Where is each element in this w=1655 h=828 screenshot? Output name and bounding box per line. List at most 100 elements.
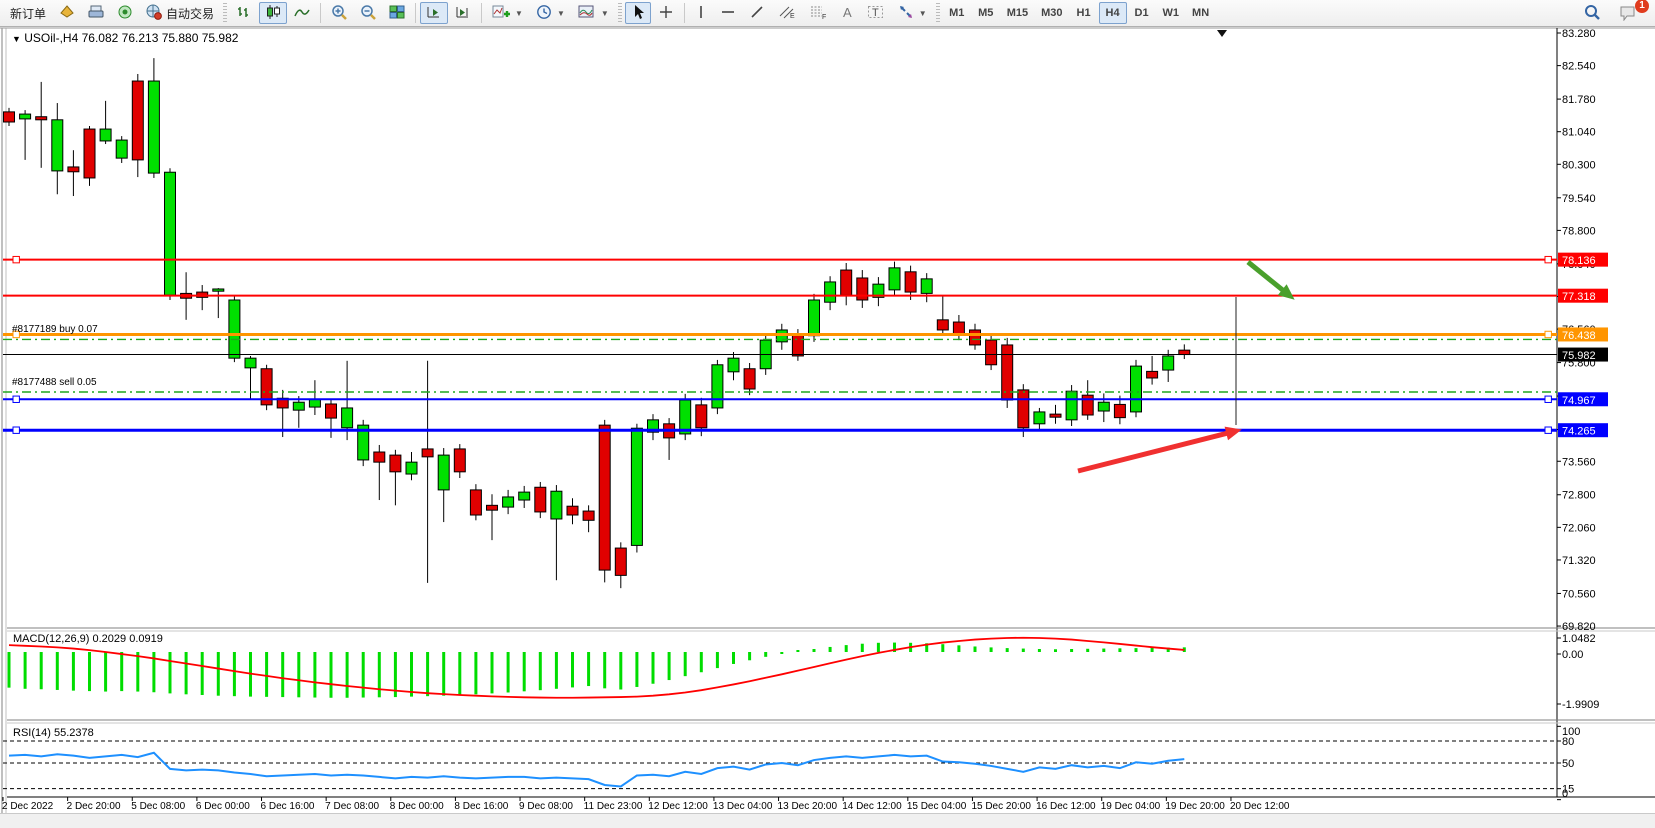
candle-bear — [582, 510, 595, 521]
candle-bear — [952, 321, 965, 335]
line-handle[interactable] — [12, 426, 20, 434]
arrows-tool-button[interactable]: ▼ — [892, 2, 933, 24]
timeframe-button-m1[interactable]: M1 — [949, 7, 965, 19]
candle-bull — [727, 357, 740, 373]
line-chart-icon — [294, 4, 310, 23]
horizontal-line-tool-button[interactable] — [714, 2, 742, 24]
line-handle[interactable] — [12, 255, 20, 264]
bar-chart-button[interactable] — [230, 2, 258, 24]
candle-bull — [1130, 365, 1142, 413]
candle-bear — [325, 403, 337, 419]
timeframe-button-h1[interactable]: H1 — [1076, 7, 1091, 19]
candle-bull — [228, 299, 241, 359]
timeframe-button-mn[interactable]: MN — [1192, 7, 1210, 19]
candle-bear — [791, 334, 804, 357]
red-arrow-head — [1224, 426, 1242, 441]
candle-bear — [486, 504, 498, 511]
zoom-out-button[interactable] — [354, 2, 382, 24]
auto-scroll-button[interactable] — [420, 2, 449, 24]
tile-windows-button[interactable] — [383, 2, 411, 24]
candle-bear — [1178, 349, 1191, 356]
fibonacci-icon: F — [809, 4, 827, 23]
templates-button[interactable]: ▼ — [572, 2, 615, 24]
chart-shift-icon — [455, 4, 471, 23]
chart-shift-marker[interactable] — [1217, 30, 1227, 37]
channel-tool-button[interactable]: E — [772, 2, 802, 24]
print-button[interactable] — [82, 2, 110, 24]
macd-ax-label: -1.9909 — [1562, 699, 1599, 711]
alert-icon — [59, 4, 75, 23]
rsi-value: 55.2378 — [53, 727, 94, 739]
price-line-tag — [1558, 288, 1608, 303]
date-tick-label: 13 Dec 04:00 — [713, 801, 773, 812]
candle-bull — [212, 288, 225, 292]
candle-bear — [35, 116, 48, 121]
radar-button[interactable] — [111, 2, 139, 24]
candle-bear — [969, 329, 981, 346]
new-order-button[interactable]: 新订单 — [4, 2, 52, 24]
candle-chart-button[interactable] — [259, 2, 288, 24]
timeframe-button-m15[interactable]: M15 — [1006, 7, 1029, 19]
dropdown-caret-icon: ▼ — [600, 8, 609, 18]
timeframe-button-h4[interactable]: H4 — [1098, 2, 1127, 24]
price-line-tag-text: 78.136 — [1562, 255, 1596, 267]
rsi-ax-label: 50 — [1562, 758, 1574, 770]
text-label-tool-button[interactable]: T — [861, 2, 891, 24]
line-chart-button[interactable] — [288, 2, 316, 24]
timeframe-button-m30[interactable]: M30 — [1041, 7, 1063, 19]
green-arrow[interactable] — [1246, 260, 1286, 293]
cursor-tool-button[interactable] — [624, 2, 651, 24]
candle-bull — [888, 267, 901, 291]
date-tick-label: 7 Dec 08:00 — [325, 801, 379, 812]
notifications-button[interactable]: 1 — [1613, 0, 1649, 24]
rsi-ax-label: 100 — [1562, 726, 1580, 738]
timeframe-button-m5[interactable]: M5 — [978, 7, 994, 19]
search-button[interactable] — [1577, 2, 1607, 24]
line-handle[interactable] — [1544, 255, 1552, 264]
toolbar-gripper — [223, 3, 228, 23]
position-label-sell[interactable]: #8177488 sell 0.05 — [12, 377, 97, 388]
date-tick-label: 5 Dec 08:00 — [131, 801, 185, 812]
equidistant-channel-icon: E — [778, 4, 796, 23]
auto-trading-button[interactable]: 自动交易 — [140, 2, 220, 24]
crosshair-icon — [658, 4, 674, 23]
line-handle[interactable] — [1544, 395, 1552, 403]
toolbar-separator — [415, 3, 417, 23]
timeframe-button-d1[interactable]: D1 — [1134, 7, 1149, 19]
timeframe-button-w1[interactable]: W1 — [1162, 7, 1180, 19]
fibonacci-tool-button[interactable]: F — [803, 2, 833, 24]
line-handle[interactable] — [12, 395, 20, 403]
candle-bear — [936, 319, 949, 331]
candle-bear — [67, 166, 80, 173]
autotrading-globe-icon — [146, 4, 162, 23]
candle-bear — [566, 505, 579, 516]
chart-shift-button[interactable] — [449, 2, 477, 24]
text-tool-button[interactable]: A — [834, 2, 860, 24]
line-handle[interactable] — [1544, 330, 1552, 339]
red-arrow[interactable] — [1077, 430, 1229, 474]
periods-button[interactable]: ▼ — [530, 2, 571, 24]
zoom-in-button[interactable] — [325, 2, 353, 24]
svg-text:E: E — [790, 13, 795, 20]
line-handle[interactable] — [12, 330, 20, 339]
collapse-triangle-icon[interactable]: ▼ — [12, 34, 21, 44]
candle-bear — [1049, 413, 1062, 418]
trend-line-tool-button[interactable] — [743, 2, 771, 24]
candle-bull — [1162, 355, 1175, 371]
candle-bull — [920, 278, 933, 294]
candle-bear — [389, 454, 402, 473]
candle-bull — [164, 171, 176, 296]
position-label-buy[interactable]: #8177189 buy 0.07 — [12, 324, 98, 335]
line-handle[interactable] — [1544, 426, 1552, 434]
vertical-line-tool-button[interactable] — [689, 2, 713, 24]
date-tick-label: 8 Dec 00:00 — [390, 801, 444, 812]
add-indicator-button[interactable]: ▼ — [486, 2, 529, 24]
templates-icon — [578, 4, 596, 23]
chart-title: ▼ USOil-,H4 76.082 76.213 75.880 75.982 — [12, 31, 238, 45]
buy-position-text: #8177189 buy 0.07 — [12, 324, 98, 335]
price-line-tag — [1558, 392, 1608, 407]
crosshair-tool-button[interactable] — [652, 2, 680, 24]
candle-bear — [276, 397, 289, 409]
alert-icon-button[interactable] — [53, 2, 81, 24]
